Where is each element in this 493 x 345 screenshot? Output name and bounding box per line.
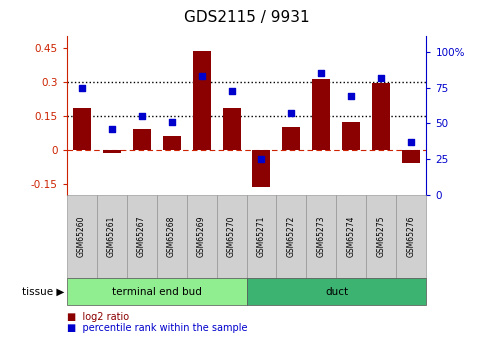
Bar [313, 79, 330, 150]
Point [77, 85, 85, 90]
Text: ■  percentile rank within the sample: ■ percentile rank within the sample [67, 323, 247, 333]
Text: terminal end bud: terminal end bud [111, 287, 202, 296]
Text: GSM65269: GSM65269 [197, 216, 206, 257]
Point [168, 119, 176, 125]
Point [198, 73, 206, 79]
Point [408, 139, 416, 145]
Text: duct: duct [325, 287, 348, 296]
Bar [343, 122, 360, 150]
Text: GSM65268: GSM65268 [167, 216, 176, 257]
Bar [282, 127, 301, 150]
Text: ■  log2 ratio: ■ log2 ratio [67, 313, 129, 322]
Point [378, 75, 386, 80]
Bar [103, 150, 120, 153]
Text: GSM65276: GSM65276 [407, 216, 416, 257]
Point [257, 156, 265, 162]
Bar [163, 136, 180, 150]
Bar [133, 129, 150, 150]
Text: GSM65267: GSM65267 [137, 216, 146, 257]
Bar [192, 51, 211, 150]
Point [348, 93, 355, 99]
Text: GSM65270: GSM65270 [227, 216, 236, 257]
Text: GSM65272: GSM65272 [287, 216, 296, 257]
Text: GSM65260: GSM65260 [77, 216, 86, 257]
Text: tissue ▶: tissue ▶ [22, 287, 64, 296]
Bar [252, 150, 271, 187]
Text: GSM65273: GSM65273 [317, 216, 326, 257]
Point [287, 111, 295, 116]
Text: GSM65275: GSM65275 [377, 216, 386, 257]
Bar [72, 108, 91, 150]
Point [138, 114, 145, 119]
Text: GSM65261: GSM65261 [107, 216, 116, 257]
Point [317, 71, 325, 76]
Point [228, 88, 236, 93]
Point [107, 126, 115, 132]
Text: GDS2115 / 9931: GDS2115 / 9931 [184, 10, 309, 25]
Text: GSM65274: GSM65274 [347, 216, 356, 257]
Bar [222, 108, 241, 150]
Bar [373, 83, 390, 150]
Text: GSM65271: GSM65271 [257, 216, 266, 257]
Bar [402, 150, 421, 163]
